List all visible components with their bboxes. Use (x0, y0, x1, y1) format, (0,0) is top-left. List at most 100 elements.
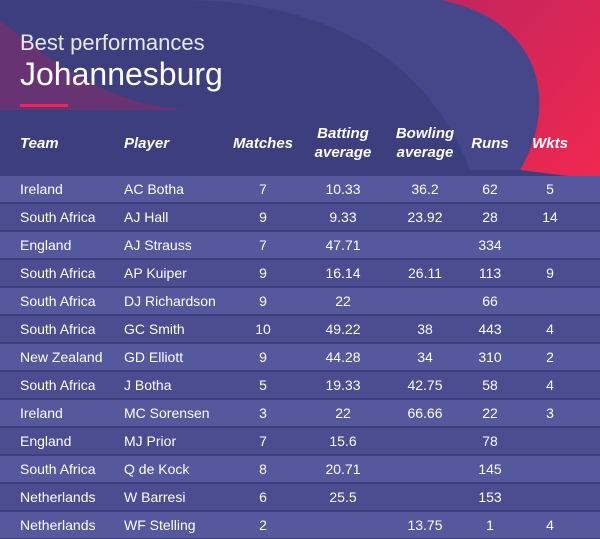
table-cell: 44.28 (325, 349, 361, 365)
table-cell: England (20, 433, 72, 449)
table-cell: 23.92 (407, 209, 443, 225)
table-cell: 4 (546, 517, 554, 533)
table-cell: 9 (259, 349, 267, 365)
table-cell: Netherlands (20, 489, 96, 505)
table-cell: 26.11 (408, 265, 442, 281)
table-row: Ireland AC Botha 7 10.33 36.2 62 5 (0, 176, 600, 202)
table-cell: 10.33 (325, 181, 361, 197)
table-cell: South Africa (20, 265, 96, 281)
table-cell: 334 (478, 237, 502, 253)
table-cell: 9 (259, 293, 267, 309)
table-cell: W Barresi (124, 489, 186, 505)
column-header: Player (124, 135, 170, 152)
table-cell: 1 (486, 517, 494, 533)
column-header: Matches (232, 135, 294, 152)
table-cell: 7 (259, 237, 267, 253)
table-cell: 10 (255, 321, 271, 337)
title-rule (20, 104, 68, 107)
table-cell: South Africa (20, 377, 96, 393)
table-cell: 62 (482, 181, 498, 197)
table-cell: AC Botha (124, 181, 184, 197)
table-cell: Ireland (20, 181, 63, 197)
table-cell: GC Smith (124, 321, 185, 337)
table-cell: DJ Richardson (124, 293, 216, 309)
table-cell: 9 (259, 209, 267, 225)
table-row: South Africa AJ Hall 9 9.33 23.92 28 14 (0, 204, 600, 230)
table-cell: 19.33 (325, 377, 361, 393)
table-cell: 9 (546, 265, 554, 281)
table-cell: 5 (259, 377, 267, 393)
table-cell: 153 (478, 489, 502, 505)
table-cell: Q de Kock (124, 461, 190, 477)
table-cell: 9.33 (329, 209, 357, 225)
column-header: Batting average (314, 125, 372, 161)
table-row: South Africa AP Kuiper 9 16.14 26.11 113 9 (0, 260, 600, 286)
column-header: Team (20, 135, 59, 152)
table-cell: 78 (482, 433, 498, 449)
column-header: Wkts (532, 135, 568, 152)
subtitle: Best performances (20, 30, 205, 55)
table-cell: 34 (417, 349, 433, 365)
table-row: Netherlands W Barresi 6 25.5 153 (0, 484, 600, 510)
table-cell: GD Elliott (124, 349, 184, 365)
table-cell: 58 (482, 377, 498, 393)
table-cell: 7 (259, 181, 267, 197)
table-cell: MJ Prior (124, 433, 177, 449)
table-cell: South Africa (20, 209, 96, 225)
table-cell: 25.5 (329, 489, 357, 505)
table-cell: 443 (478, 321, 502, 337)
table-cell: J Botha (124, 377, 172, 393)
table-row: South Africa J Botha 5 19.33 42.75 58 4 (0, 372, 600, 398)
table-cell: Ireland (20, 405, 63, 421)
table-row: South Africa GC Smith 10 49.22 38 443 4 (0, 316, 600, 342)
table-row: New Zealand GD Elliott 9 44.28 34 310 2 (0, 344, 600, 370)
table-row: England AJ Strauss 7 47.71 334 (0, 232, 600, 258)
table-cell: 8 (259, 461, 267, 477)
table-cell: 3 (259, 405, 267, 421)
table-cell: 16.14 (325, 265, 361, 281)
table-cell: 113 (478, 265, 502, 281)
table-cell: Netherlands (20, 517, 96, 533)
column-header: Bowling average (395, 125, 455, 161)
table-cell: 13.75 (407, 517, 443, 533)
table-cell: 310 (478, 349, 502, 365)
table-cell: 47.71 (325, 237, 361, 253)
table-cell: MC Sorensen (124, 405, 210, 421)
table-row: South Africa Q de Kock 8 20.71 145 (0, 456, 600, 482)
table-cell: England (20, 237, 72, 253)
table-cell: 4 (546, 321, 554, 337)
table-cell: WF Stelling (124, 517, 196, 533)
table-cell: AP Kuiper (124, 265, 187, 281)
table-cell: 5 (546, 181, 554, 197)
table-cell: South Africa (20, 321, 96, 337)
table-cell: South Africa (20, 293, 96, 309)
title: Johannesburg (20, 56, 223, 92)
table-cell: 22 (482, 405, 498, 421)
table-cell: 28 (482, 209, 498, 225)
table-cell: 2 (259, 517, 267, 533)
table-cell: 2 (546, 349, 554, 365)
table-cell: 14 (542, 209, 558, 225)
table-cell: 22 (335, 293, 351, 309)
table-cell: 4 (546, 377, 554, 393)
column-header: Runs (471, 135, 509, 152)
table-cell: 38 (417, 321, 433, 337)
table-cell: 15.6 (329, 433, 357, 449)
table-cell: 6 (259, 489, 267, 505)
table-cell: 7 (259, 433, 267, 449)
table-cell: AJ Strauss (124, 237, 192, 253)
table-cell: 22 (335, 405, 351, 421)
table-row: England MJ Prior 7 15.6 78 (0, 428, 600, 454)
table-cell: 9 (259, 265, 267, 281)
table-row: Ireland MC Sorensen 3 22 66.66 22 3 (0, 400, 600, 426)
table-cell: 3 (546, 405, 554, 421)
table-cell: New Zealand (20, 349, 103, 365)
table-cell: 49.22 (325, 321, 361, 337)
table-row: South Africa DJ Richardson 9 22 66 (0, 288, 600, 314)
table-cell: AJ Hall (124, 209, 169, 225)
table-cell: 145 (478, 461, 502, 477)
table-cell: 36.2 (411, 181, 439, 197)
table-cell: 66 (482, 293, 498, 309)
